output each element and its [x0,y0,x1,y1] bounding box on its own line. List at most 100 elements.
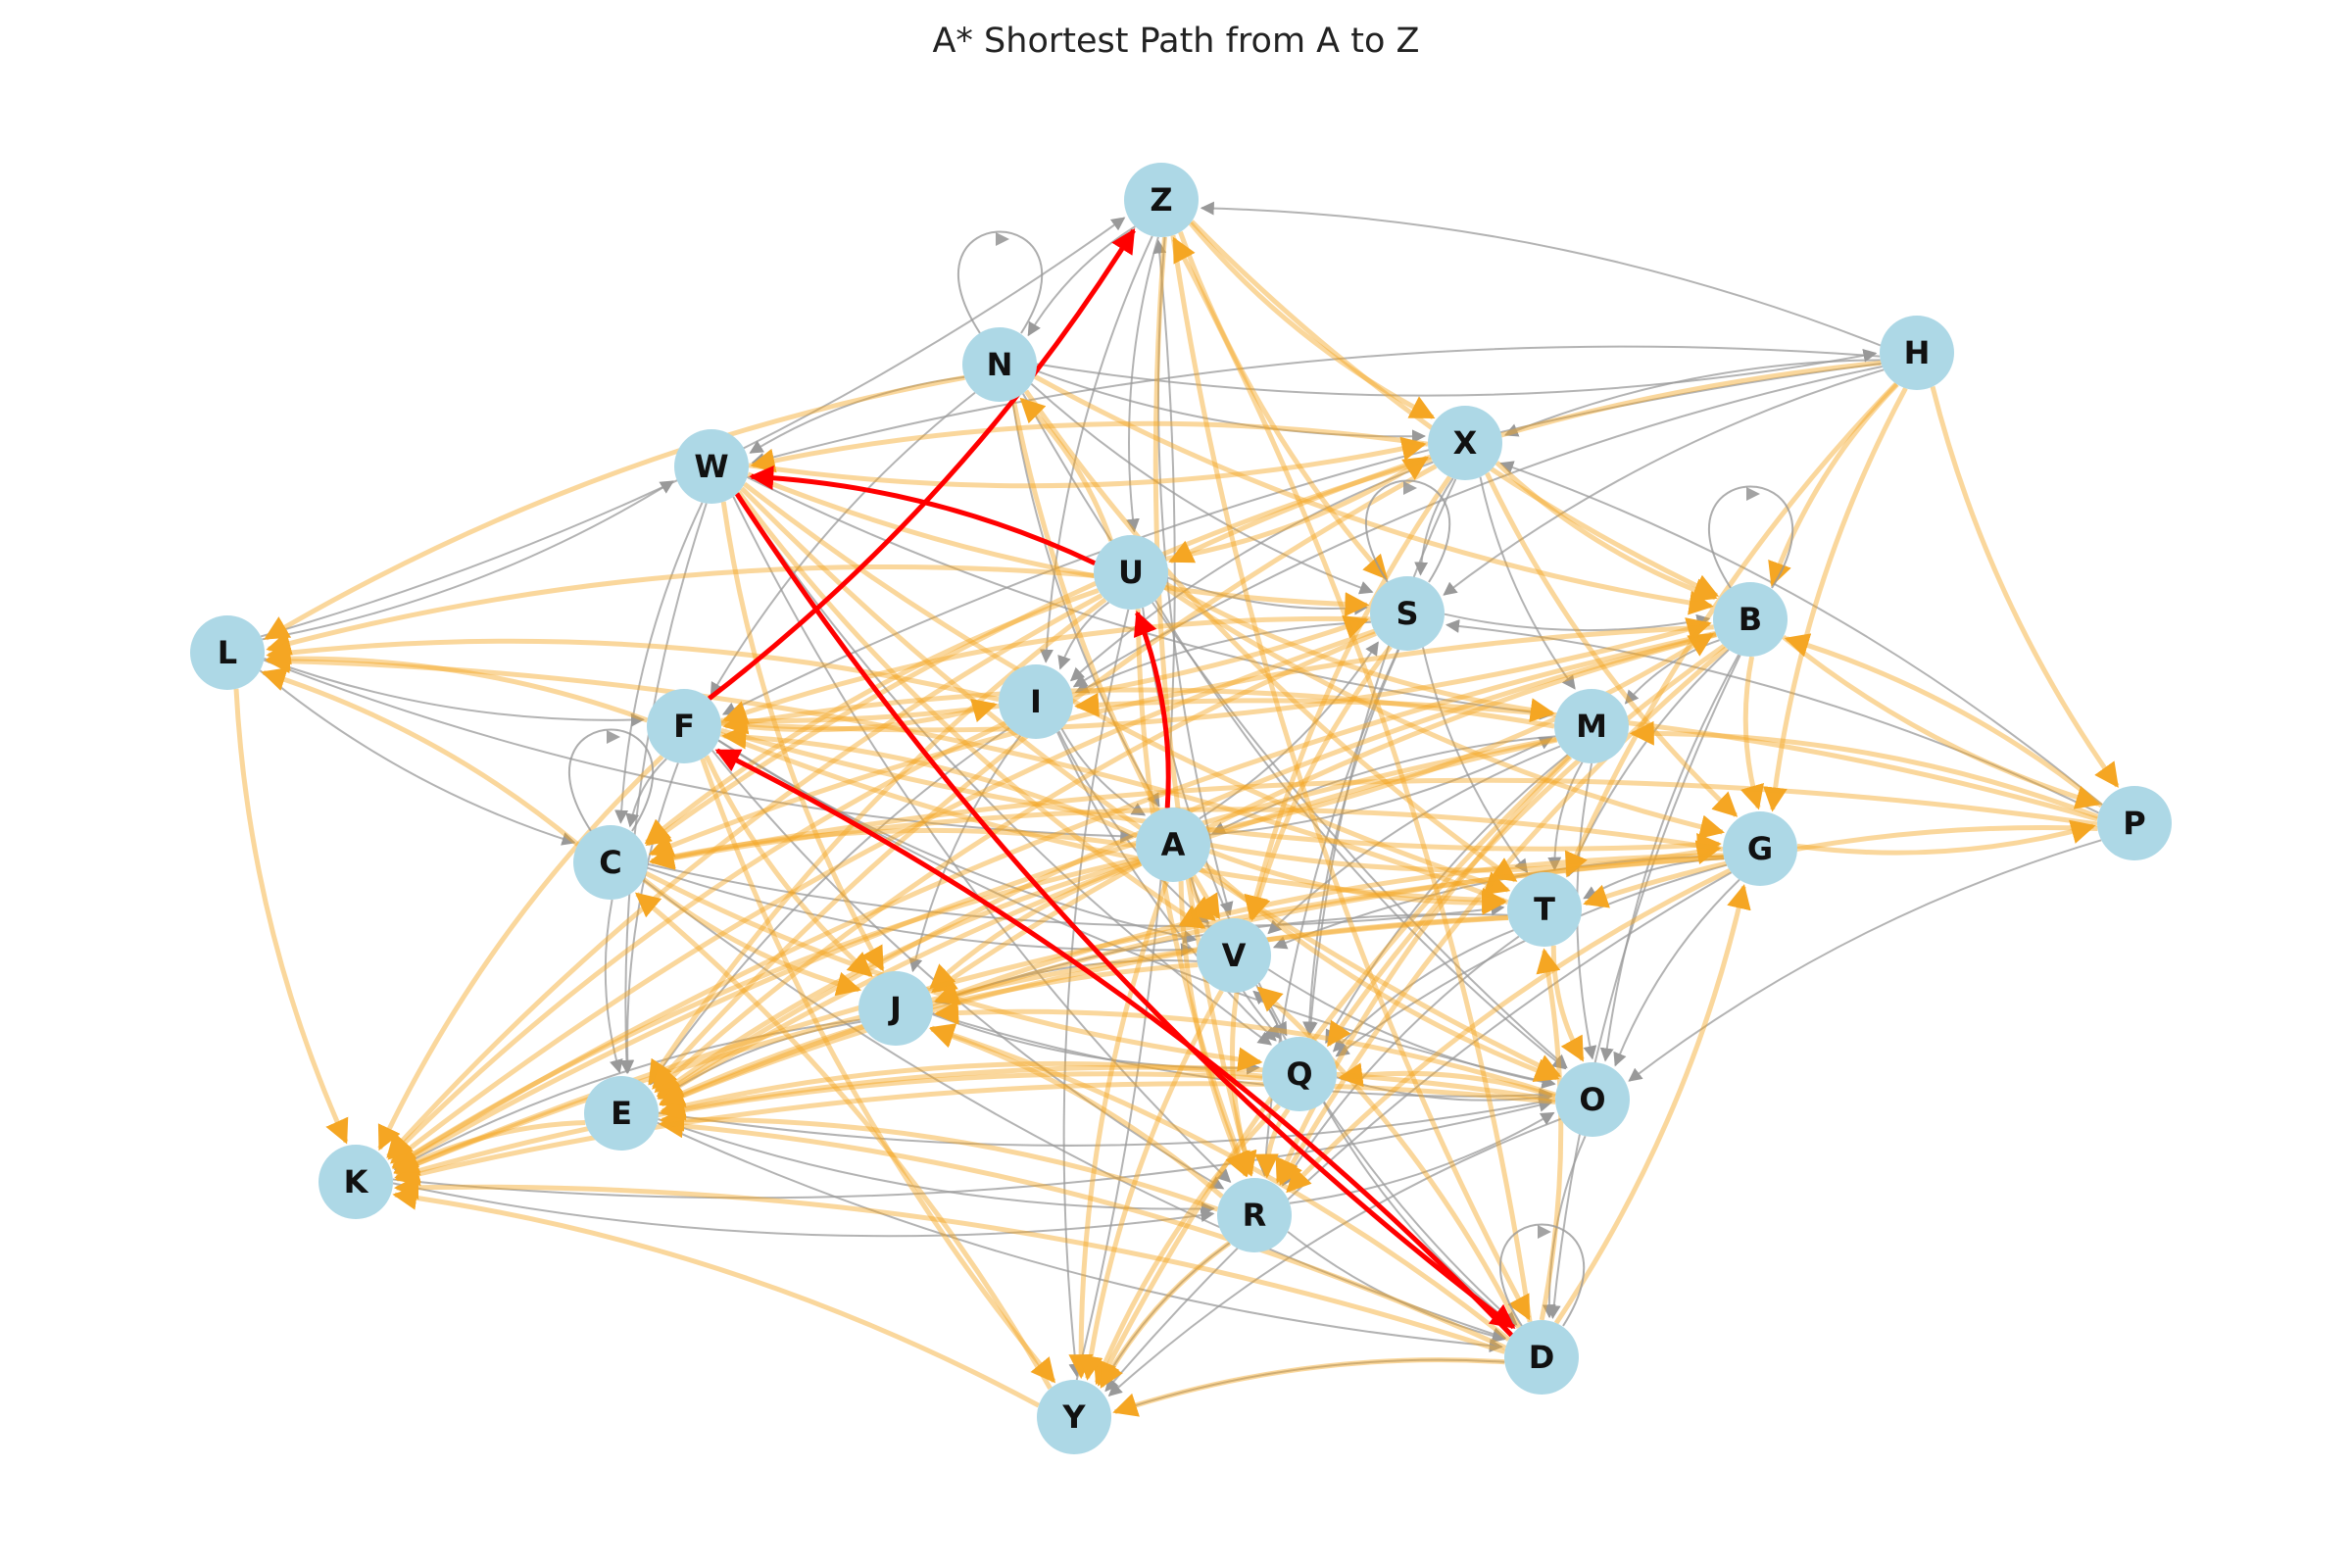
node-circle-R [1217,1178,1292,1252]
explored-edge-W-V [736,490,1206,930]
edge-T-Q [1332,929,1514,1053]
other-edges-layer [259,201,2103,1415]
explored-edge-U-N [1019,397,1114,542]
explored-edge-T-K [393,915,1509,1176]
explored-edges-layer [233,220,2120,1417]
explored-edge-L-K [233,688,349,1145]
node-E: E [584,1076,659,1151]
explored-edge-R-J [929,1024,1224,1199]
explored-edge-B-R [1278,646,1729,1186]
node-label-M: M [1576,708,1607,745]
node-Y: Y [1037,1380,1111,1454]
edge-P-X [1499,461,2103,806]
explored-edge-E-K [393,1120,586,1174]
explored-edge-M-F [722,687,1555,735]
edge-M-A [1211,735,1556,835]
explored-edge-Y-C [634,892,1053,1391]
edge-F-C [625,758,667,828]
edge-N-W [749,375,965,454]
edge-W-C [614,502,704,824]
explored-edge-G-R [1286,868,1732,1194]
node-label-D: D [1529,1339,1555,1376]
self-loop-B [1707,485,1794,589]
explored-edge-D-K [394,1175,1506,1354]
path-edge-D-F [714,748,1514,1338]
explored-edge-I-K [387,720,1007,1160]
nodes-layer: A B C D E F G H I J K L M N O P Q R S T U V W X Y Z [190,163,2172,1454]
explored-edge-G-J [933,853,1724,1005]
node-label-H: H [1904,334,1931,371]
explored-edge-G-K [393,855,1725,1176]
explored-edge-T-E [659,914,1509,1107]
edge-W-E [619,503,708,1074]
edge-T-R [1282,935,1520,1187]
edge-E-R [658,1118,1215,1216]
edge-H-X [1503,359,1881,437]
explored-edge-D-E [659,1113,1507,1350]
edge-S-B [1444,612,1711,632]
explored-edge-H-G [1762,387,1908,812]
explored-edge-B-K [391,630,1717,1169]
explored-edge-R-Y [1099,1241,1232,1389]
explored-edge-W-J [720,501,885,972]
node-circle-E [584,1076,659,1151]
edge-C-V [647,866,1195,957]
edge-A-M [1208,736,1553,836]
explored-edge-O-K [394,1081,1556,1187]
edge-W-Q [736,492,1272,1046]
edge-R-O [1289,1111,1555,1204]
edge-Z-U [1125,236,1159,533]
edge-D-Y [1113,1358,1505,1415]
edge-B-T [1566,649,1730,877]
explored-edge-A-T [1208,849,1507,915]
edge-N-X [1036,369,1426,444]
explored-edge-F-Y [700,758,1056,1384]
explored-edge-X-W [750,420,1429,473]
node-U: U [1094,535,1168,610]
edge-W-R [732,496,1232,1183]
edge-S-T [1422,647,1529,874]
edge-X-M [1479,476,1576,690]
node-X: X [1428,406,1502,480]
node-N: N [962,327,1037,402]
node-label-R: R [1243,1197,1267,1234]
explored-edge-U-X [1164,456,1429,562]
node-circle-T [1507,872,1582,947]
edge-E-O [658,1096,1553,1147]
explored-edge-Q-Y [1093,1103,1281,1386]
node-circle-Q [1262,1037,1337,1111]
explored-edge-H-P [1930,385,2120,788]
node-circle-M [1554,689,1629,763]
explored-edge-U-G [1163,585,1725,840]
node-label-U: U [1118,554,1144,591]
explored-edge-F-I [720,698,998,733]
node-circle-N [962,327,1037,402]
self-loops-layer [567,230,1794,1327]
explored-edge-H-B [1768,382,1899,587]
explored-edge-H-U [1168,360,1882,564]
explored-edge-B-J [931,632,1718,994]
edge-G-Y [1104,871,1733,1393]
self-loop-arrow-D [1538,1225,1551,1239]
edge-B-D [1546,655,1741,1319]
explored-edge-P-M [1629,720,2099,819]
edge-U-S [1167,576,1368,615]
node-Q: Q [1262,1037,1337,1111]
node-circle-J [858,971,933,1046]
edge-V-J [935,959,1198,1004]
edge-M-Q [1325,754,1569,1045]
edge-Z-N [1027,225,1136,337]
node-J: J [858,971,933,1046]
explored-edge-U-M [1164,581,1555,723]
node-label-G: G [1747,830,1773,867]
node-circle-K [318,1145,393,1219]
explored-edge-M-E [657,737,1558,1101]
explored-edge-T-O [1550,945,1585,1062]
explored-edge-P-B [1784,633,2103,808]
explored-edge-W-X [748,436,1427,489]
explored-edge-R-E [660,1106,1219,1212]
node-V: V [1197,918,1271,993]
node-S: S [1370,576,1445,651]
self-loop-arrow-C [607,730,620,744]
explored-edge-A-K [391,857,1140,1169]
